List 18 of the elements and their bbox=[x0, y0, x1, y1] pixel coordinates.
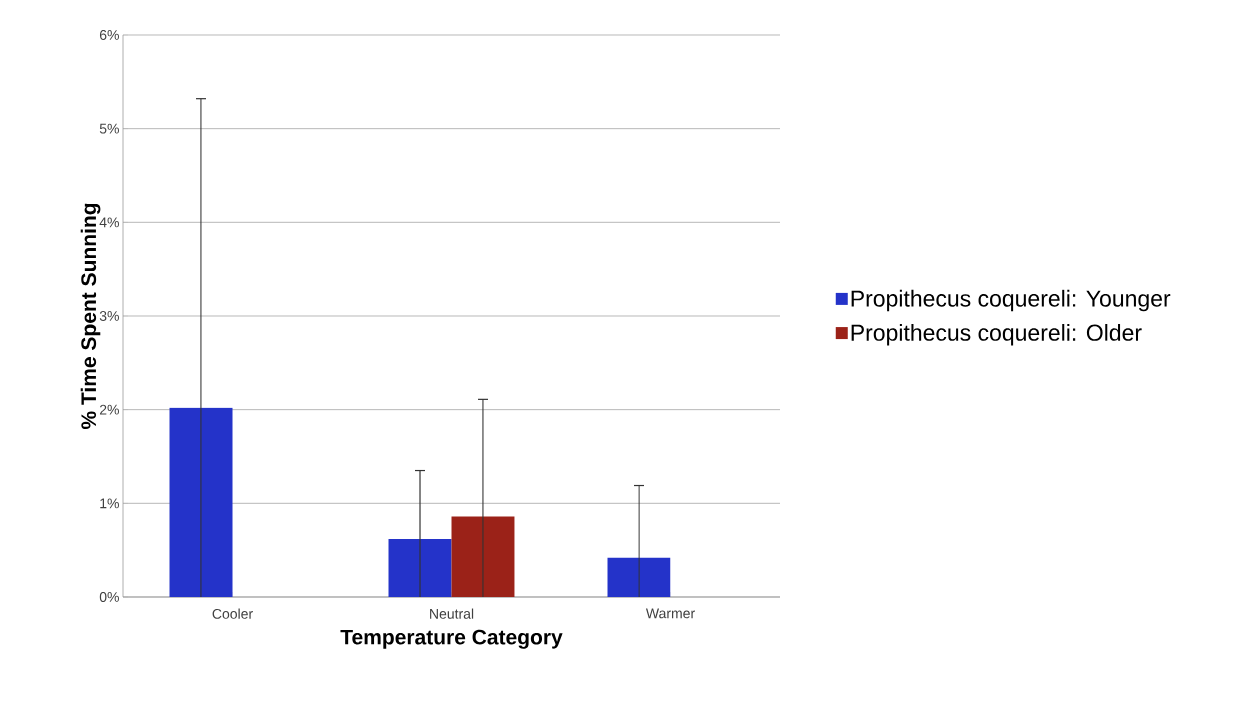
bar bbox=[451, 516, 515, 597]
y-tick-label: 2% bbox=[99, 404, 119, 415]
y-axis-title: % Time Spent Sunning bbox=[80, 203, 101, 430]
y-tick-label: 4% bbox=[99, 217, 119, 228]
y-tick-label: 1% bbox=[100, 498, 119, 509]
bar bbox=[607, 557, 671, 597]
x-axis-title: Temperature Category bbox=[340, 629, 563, 649]
y-tick-label: 6% bbox=[99, 30, 119, 40]
x-tick-label: Neutral bbox=[430, 608, 474, 619]
y-tick-label: 3% bbox=[99, 311, 119, 321]
legend-label: Propithecus coquereli: Younger bbox=[851, 289, 1171, 312]
x-tick-label: Cooler bbox=[212, 608, 253, 619]
y-tick-label: 5% bbox=[99, 123, 119, 134]
legend-label: Propithecus coquereli: Older bbox=[851, 323, 1142, 346]
bar bbox=[388, 538, 452, 597]
y-tick-label: 0% bbox=[99, 592, 119, 602]
x-tick-label: Warmer bbox=[645, 608, 695, 619]
bar bbox=[169, 407, 233, 597]
